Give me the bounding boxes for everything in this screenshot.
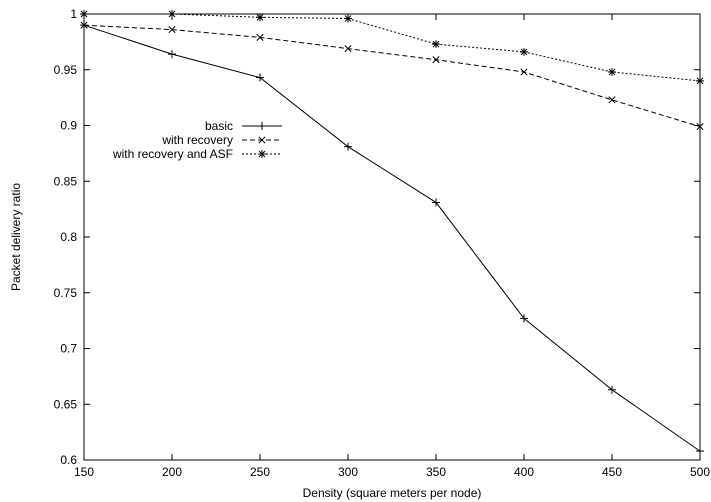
series-1-point — [256, 73, 264, 82]
y-axis-label: Packet delivery ratio — [9, 183, 23, 291]
y-tick-label: 0.65 — [54, 397, 78, 411]
series-layer — [80, 10, 704, 456]
x-tick-label: 350 — [426, 465, 446, 479]
series-2-point — [608, 96, 616, 104]
y-tick-label: 0.8 — [60, 230, 77, 244]
legend-marker-1 — [258, 122, 266, 130]
y-tick-label: 0.6 — [60, 453, 77, 467]
series-3-point — [696, 76, 704, 85]
x-tick-label: 150 — [74, 465, 94, 479]
series-2-point — [256, 33, 264, 41]
legend-label-3: with recovery and ASF — [112, 147, 233, 161]
series-1-point — [168, 50, 176, 59]
plot-frame — [83, 13, 701, 461]
legend-marker-3 — [258, 150, 266, 158]
x-axis-label: Density (square meters per node) — [303, 486, 482, 500]
series-1-point — [608, 385, 616, 394]
x-tick-label: 300 — [338, 465, 358, 479]
legend-label-2: with recovery — [161, 133, 233, 147]
legend-marker-2 — [258, 136, 266, 144]
series-2-point — [168, 26, 176, 34]
series-3-point — [520, 47, 528, 56]
x-tick-label: 500 — [690, 465, 710, 479]
series-3-point — [344, 14, 352, 23]
legend-label-1: basic — [205, 119, 233, 133]
series-3-point — [432, 40, 440, 49]
series-2-point — [520, 68, 528, 76]
x-tick-label: 200 — [162, 465, 182, 479]
series-1-point — [344, 142, 352, 151]
x-tick-label: 250 — [250, 465, 270, 479]
y-tick-label: 0.85 — [54, 174, 78, 188]
y-tick-label: 0.7 — [60, 342, 77, 356]
series-1-point — [432, 198, 440, 207]
series-2-point — [432, 56, 440, 64]
x-tick-label: 450 — [602, 465, 622, 479]
axis-ticks: 150 200 250 300 350 400 450 500 0.6 0.65 0.7 0.75 0.… — [54, 7, 711, 479]
series-3-point — [80, 10, 88, 18]
x-tick-label: 400 — [514, 465, 534, 479]
series-line-3 — [84, 13, 701, 82]
series-2-point — [344, 45, 352, 53]
series-1-point — [696, 447, 704, 456]
series-3-point — [608, 67, 616, 76]
y-tick-label: 0.9 — [60, 119, 77, 133]
series-2-point — [80, 21, 88, 29]
series-line-1 — [83, 24, 701, 452]
series-3-point — [168, 10, 176, 18]
series-3-point — [256, 13, 264, 22]
y-tick-label: 1 — [70, 7, 77, 21]
y-tick-label: 0.95 — [54, 63, 78, 77]
series-2-point — [696, 123, 704, 131]
series-1-point — [520, 314, 528, 323]
y-tick-label: 0.75 — [54, 286, 78, 300]
series-line-2 — [83, 24, 701, 128]
